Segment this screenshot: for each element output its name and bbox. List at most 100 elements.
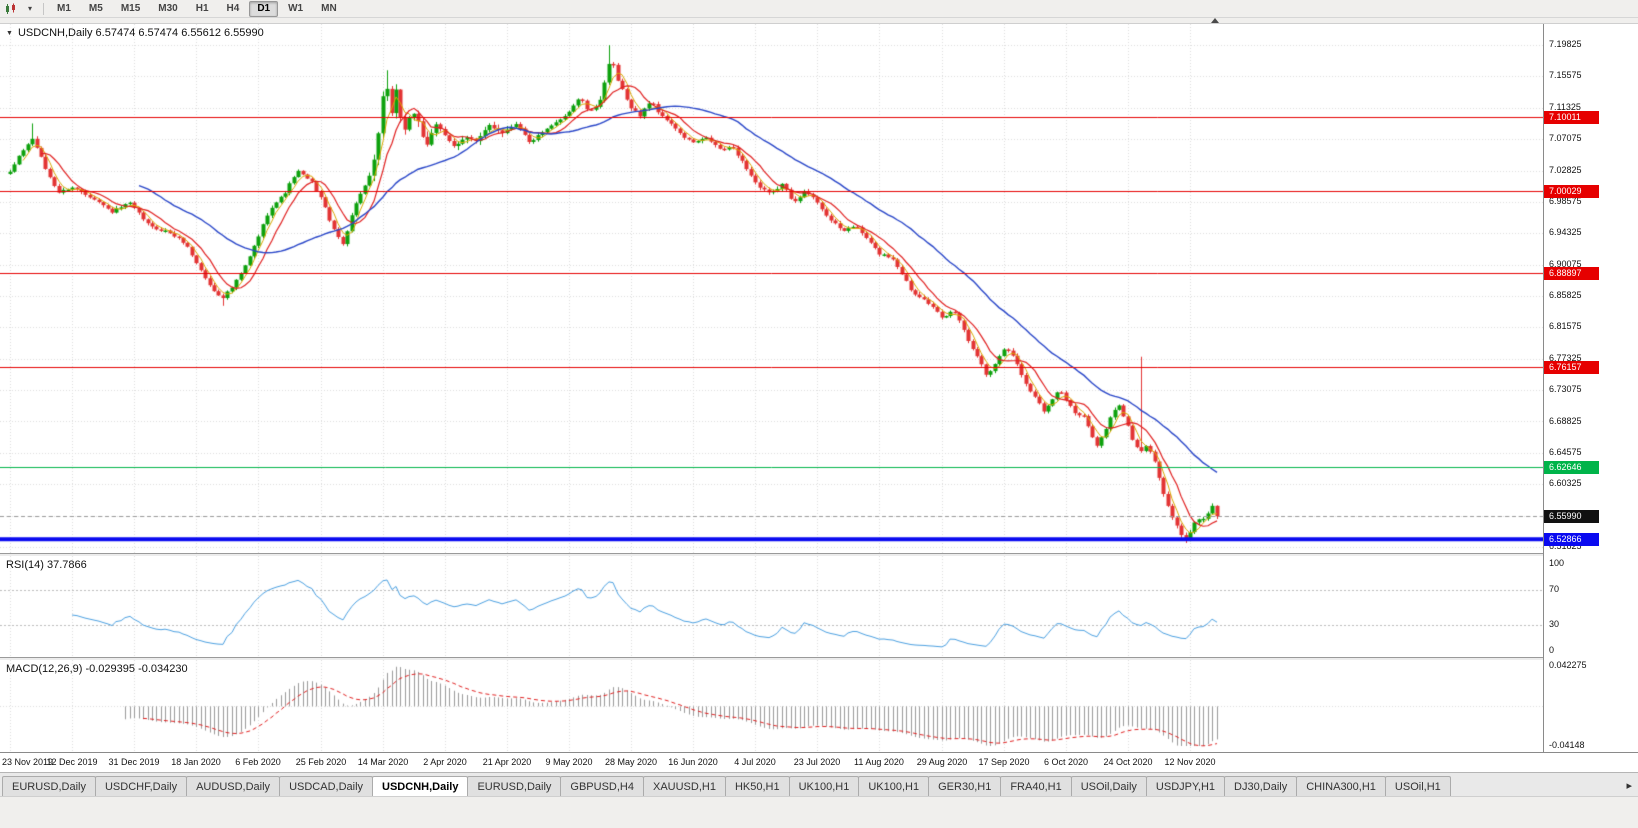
chart-tab-fra40-h1[interactable]: FRA40,H1 xyxy=(1000,776,1072,796)
chart-tab-dj30-daily[interactable]: DJ30,Daily xyxy=(1224,776,1298,796)
status-bar xyxy=(0,796,1638,828)
timeframe-button-m1[interactable]: M1 xyxy=(57,2,71,14)
chart-type-icon[interactable] xyxy=(3,2,19,16)
date-label: 9 May 2020 xyxy=(545,757,593,767)
chart-region: ▼ USDCNH,Daily 6.57474 6.57474 6.55612 6… xyxy=(0,24,1638,772)
chart-tab-usdcnh-daily[interactable]: USDCNH,Daily xyxy=(372,776,469,796)
price-axis-label: 6.90075 xyxy=(1549,258,1582,269)
time-axis[interactable]: 23 Nov 2019 12 Dec 2019 31 Dec 2019 18 Jan … xyxy=(0,752,1638,772)
date-label: 14 Mar 2020 xyxy=(357,757,409,767)
date-label: 31 Dec 2019 xyxy=(108,757,160,767)
chart-tab-gbpusd-h4[interactable]: GBPUSD,H4 xyxy=(560,776,644,796)
current-price-badge: 6.55990 xyxy=(1544,509,1599,523)
timeframe-button-mn[interactable]: MN xyxy=(321,2,337,14)
rsi-axis-label: 30 xyxy=(1549,618,1560,629)
chart-tabs-bar: EURUSD,Daily USDCHF,Daily AUDUSD,Daily USDC… xyxy=(0,772,1638,796)
date-label: 29 Aug 2020 xyxy=(916,757,968,767)
price-axis-label: 6.68825 xyxy=(1549,415,1582,426)
chart-tab-eurusd-daily[interactable]: EURUSD,Daily xyxy=(2,776,96,796)
price-axis-label: 7.19825 xyxy=(1549,39,1582,49)
tabs-scroll-right-icon[interactable]: ▸ xyxy=(1623,779,1635,792)
macd-indicator-panel: MACD(12,26,9) -0.029395 -0.034230 xyxy=(0,660,1543,752)
chart-tab-hk50-h1[interactable]: HK50,H1 xyxy=(724,776,790,796)
price-axis[interactable]: 7.19825 7.15575 7.11325 7.07075 7.02825 6.985… xyxy=(1543,24,1638,752)
rsi-indicator-panel: RSI(14) 37.7866 xyxy=(0,556,1543,657)
collapse-icon[interactable]: ▼ xyxy=(6,29,13,37)
price-axis-label: 6.81575 xyxy=(1549,321,1582,332)
chart-tabs: EURUSD,Daily USDCHF,Daily AUDUSD,Daily USDC… xyxy=(2,776,1451,796)
price-line-badge: 6.62646 xyxy=(1544,460,1599,474)
chart-tab-eurusd-daily[interactable]: EURUSD,Daily xyxy=(467,776,562,796)
toolbar-separator xyxy=(43,2,44,15)
timeframe-button-m30[interactable]: M30 xyxy=(158,2,178,14)
panel-divider[interactable] xyxy=(0,657,1638,660)
date-label: 12 Nov 2020 xyxy=(1164,757,1216,767)
timeframe-button-m15[interactable]: M15 xyxy=(120,2,141,14)
price-line-badge: 7.00029 xyxy=(1544,184,1599,198)
timeframe-button-w1[interactable]: W1 xyxy=(288,2,304,14)
date-label: 23 Jul 2020 xyxy=(793,757,841,767)
rsi-axis-label: 100 xyxy=(1549,558,1565,568)
price-line-badge: 7.10011 xyxy=(1544,110,1599,124)
macd-header: MACD(12,26,9) -0.029395 -0.034230 xyxy=(6,663,188,675)
timeframe-toolbar: ▾ M1 M5 M15 M30 H1 H4 D1 W1 MN xyxy=(0,0,1638,18)
date-label: 25 Feb 2020 xyxy=(295,757,347,767)
price-axis-label: 6.73075 xyxy=(1549,384,1582,395)
chart-tab-usoil-h1[interactable]: USOil,H1 xyxy=(1384,776,1451,796)
scroll-position-marker-icon[interactable] xyxy=(1211,18,1219,23)
date-label: 18 Jan 2020 xyxy=(171,757,221,767)
price-axis-label: 6.51825 xyxy=(1549,541,1582,551)
timeframe-button-h1[interactable]: H1 xyxy=(195,2,209,14)
price-line-badge: 6.76157 xyxy=(1544,360,1599,374)
date-label: 28 May 2020 xyxy=(604,757,658,767)
price-line-badge: 6.52866 xyxy=(1544,532,1599,546)
date-label: 24 Oct 2020 xyxy=(1103,757,1153,767)
chart-ohlc-header: ▼ USDCNH,Daily 6.57474 6.57474 6.55612 6… xyxy=(6,27,264,39)
chart-tab-ger30-h1[interactable]: GER30,H1 xyxy=(928,776,1002,796)
chart-tab-uk100-h1[interactable]: UK100,H1 xyxy=(858,776,930,796)
price-axis-label: 6.77325 xyxy=(1549,352,1582,363)
macd-canvas[interactable] xyxy=(0,660,1543,752)
chart-tab-xauusd-h1[interactable]: XAUUSD,H1 xyxy=(642,776,726,796)
date-label: 6 Feb 2020 xyxy=(235,757,281,767)
date-label: 16 Jun 2020 xyxy=(668,757,718,767)
chart-horizontal-scrollbar[interactable] xyxy=(0,18,1638,24)
symbol-ohlc-text: USDCNH,Daily 6.57474 6.57474 6.55612 6.5… xyxy=(17,27,264,39)
chart-tab-usdjpy-h1[interactable]: USDJPY,H1 xyxy=(1145,776,1226,796)
date-label: 23 Nov 2019 xyxy=(2,757,54,767)
price-axis-label: 6.85825 xyxy=(1549,290,1582,300)
timeframe-button-group: M1 M5 M15 M30 H1 H4 D1 W1 MN xyxy=(49,0,345,17)
date-label: 6 Oct 2020 xyxy=(1043,757,1089,767)
rsi-axis-label: 0 xyxy=(1549,645,1555,655)
date-label: 21 Apr 2020 xyxy=(482,757,532,767)
timeframe-button-m5[interactable]: M5 xyxy=(88,2,103,14)
macd-axis-label: 0.042275 xyxy=(1549,660,1587,670)
chart-tab-usdcad-daily[interactable]: USDCAD,Daily xyxy=(279,776,374,796)
price-axis-label: 7.11325 xyxy=(1549,101,1581,112)
chart-tab-usoil-daily[interactable]: USOil,Daily xyxy=(1070,776,1147,796)
chart-type-dropdown-icon[interactable]: ▾ xyxy=(27,4,32,13)
price-axis-label: 6.64575 xyxy=(1549,446,1582,457)
price-chart-canvas[interactable] xyxy=(0,24,1543,553)
rsi-canvas[interactable] xyxy=(0,556,1543,657)
date-label: 11 Aug 2020 xyxy=(854,757,904,767)
chart-tab-uk100-h1[interactable]: UK100,H1 xyxy=(788,776,860,796)
price-axis-label: 7.02825 xyxy=(1549,164,1582,175)
chart-tab-usdchf-daily[interactable]: USDCHF,Daily xyxy=(94,776,188,796)
price-axis-label: 6.94325 xyxy=(1549,227,1582,238)
date-label: 12 Dec 2019 xyxy=(46,757,98,767)
macd-axis-label: -0.04148 xyxy=(1549,740,1585,750)
price-chart-panel: ▼ USDCNH,Daily 6.57474 6.57474 6.55612 6… xyxy=(0,24,1543,553)
date-label: 2 Apr 2020 xyxy=(423,757,467,767)
timeframe-button-h4[interactable]: H4 xyxy=(226,2,240,14)
timeframe-button-d1[interactable]: D1 xyxy=(249,0,279,17)
price-axis-label: 7.15575 xyxy=(1549,70,1582,81)
chart-tab-china300-h1[interactable]: CHINA300,H1 xyxy=(1296,776,1386,796)
date-label: 17 Sep 2020 xyxy=(978,757,1030,767)
price-axis-label: 6.98575 xyxy=(1549,195,1582,206)
date-label: 4 Jul 2020 xyxy=(734,757,776,767)
rsi-axis-label: 70 xyxy=(1549,584,1560,595)
panel-divider[interactable] xyxy=(0,553,1638,556)
chart-tab-audusd-daily[interactable]: AUDUSD,Daily xyxy=(186,776,281,796)
price-axis-label: 7.07075 xyxy=(1549,133,1582,144)
